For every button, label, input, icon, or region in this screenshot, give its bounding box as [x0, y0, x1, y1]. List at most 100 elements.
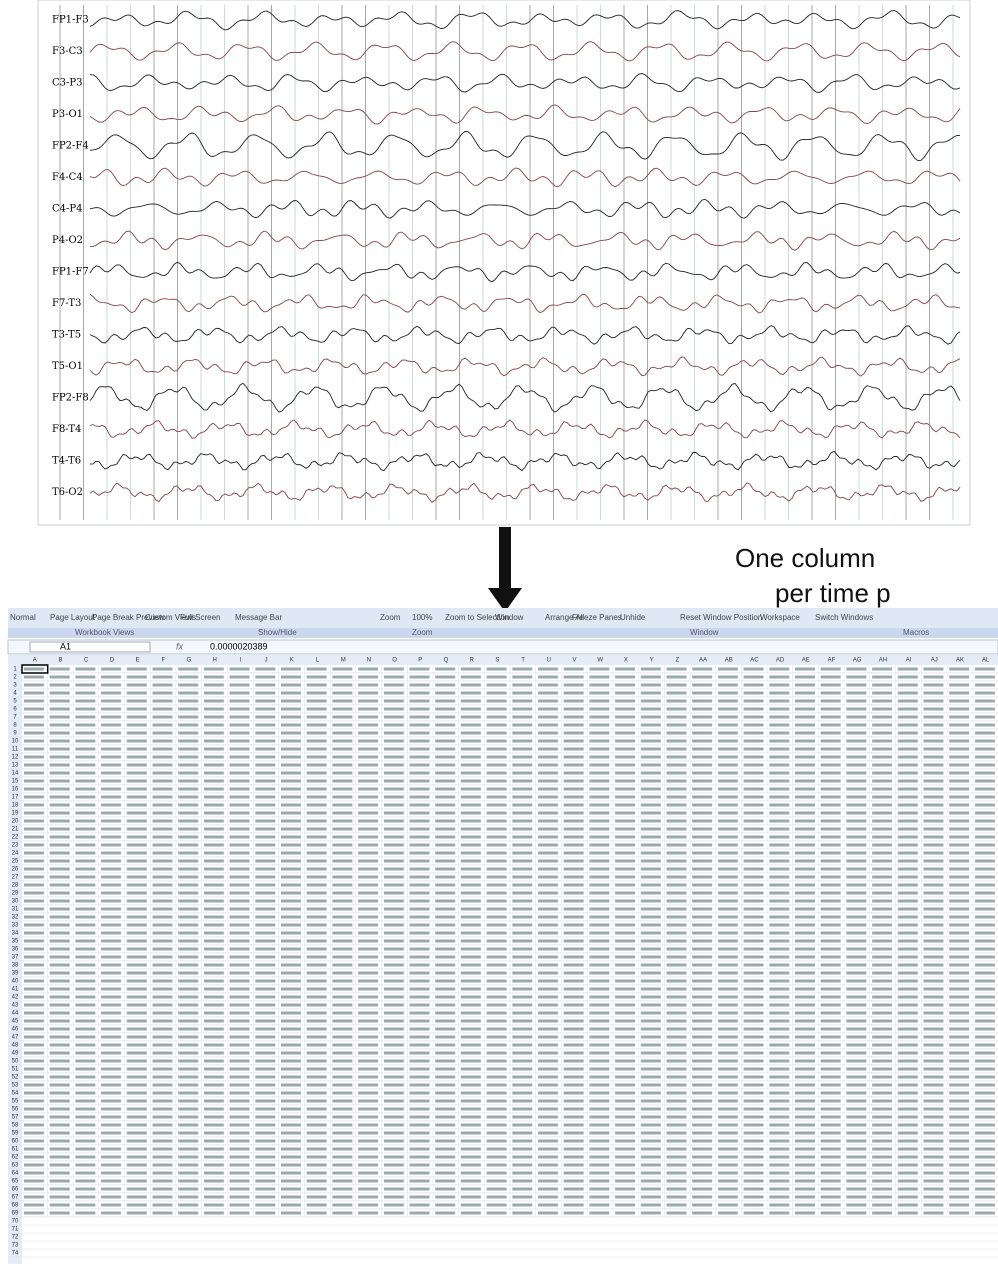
row-header: 68	[12, 1203, 19, 1209]
column-header: B	[58, 658, 62, 664]
row-header: 40	[12, 979, 19, 985]
row-header: 24	[12, 851, 19, 857]
row-header: 32	[12, 915, 19, 921]
row-header: 1	[13, 667, 17, 673]
eeg-trace	[89, 10, 961, 31]
column-header: C	[84, 658, 89, 664]
row-header: 48	[12, 1043, 19, 1049]
ribbon-button: Zoom	[380, 613, 401, 622]
ribbon-button: Message Bar	[235, 613, 282, 622]
column-header: AE	[802, 658, 810, 664]
column-header: P	[418, 658, 422, 664]
column-header: AJ	[931, 658, 938, 664]
channel-label: FP2-F4	[52, 141, 89, 152]
eeg-trace	[89, 41, 961, 62]
row-header: 73	[12, 1243, 19, 1249]
channel-label: F4-C4	[52, 172, 83, 183]
row-header: 15	[12, 779, 19, 785]
column-header: L	[316, 658, 320, 664]
row-header: 16	[12, 787, 19, 793]
ribbon-button: Page Break Preview	[92, 613, 165, 622]
row-header: 4	[13, 691, 17, 697]
row-header: 11	[12, 747, 19, 753]
column-header: A	[33, 658, 37, 664]
row-header: 26	[12, 867, 19, 873]
column-header: S	[495, 658, 499, 664]
channel-label: P3-O1	[52, 109, 83, 120]
channel-label: FP1-F7	[52, 267, 89, 278]
column-header: Y	[650, 658, 654, 664]
ribbon-button: Full Screen	[180, 613, 220, 622]
row-header: 41	[12, 987, 19, 993]
row-header: 3	[13, 683, 17, 689]
row-header: 31	[12, 907, 19, 913]
ribbon-groups	[8, 628, 998, 638]
row-header: 34	[12, 931, 19, 937]
ribbon-group: Workbook Views	[75, 628, 134, 637]
row-header: 57	[12, 1115, 19, 1121]
row-header: 65	[12, 1179, 19, 1185]
column-header: AL	[982, 658, 990, 664]
ribbon-button: Unhide	[620, 613, 646, 622]
ribbon-group: Show/Hide	[258, 628, 297, 637]
channel-label: F8-T4	[52, 424, 81, 435]
row-header: 50	[12, 1059, 19, 1065]
formula-bar	[7, 639, 998, 655]
column-header: AI	[906, 658, 912, 664]
eeg-trace	[89, 293, 961, 314]
ribbon-button: Switch Windows	[815, 613, 873, 622]
row-header: 37	[12, 955, 19, 961]
column-header: AA	[699, 658, 707, 664]
column-header: AH	[879, 658, 887, 664]
row-header: 46	[12, 1027, 19, 1033]
row-header: 42	[12, 995, 19, 1001]
eeg-traces: FP1-F3 F3-C3 C3-P3 P3-O1 FP2-F4 F4-C4 C4-P4 P4-…	[52, 5, 961, 520]
column-header: I	[240, 658, 242, 664]
ribbon-button: Normal	[10, 613, 36, 622]
row-header: 47	[12, 1035, 19, 1041]
channel-label: FP1-F3	[52, 15, 89, 26]
row-header: 61	[12, 1147, 19, 1153]
name-box-text: A1	[60, 641, 71, 651]
row-header: 14	[12, 771, 19, 777]
column-header: O	[392, 658, 397, 664]
row-header: 72	[12, 1235, 19, 1241]
row-header: 28	[12, 883, 19, 889]
row-header: 19	[12, 811, 19, 817]
eeg-trace	[89, 261, 961, 283]
column-header: K	[290, 658, 294, 664]
caption: per time p	[775, 578, 891, 608]
eeg-trace	[89, 482, 961, 503]
eeg-trace	[90, 230, 961, 251]
column-header: AG	[853, 658, 862, 664]
row-header-bar	[8, 665, 22, 1264]
eeg-trace	[89, 131, 961, 162]
column-header: R	[470, 658, 475, 664]
channel-label: C4-P4	[52, 204, 82, 215]
row-header: 62	[12, 1155, 19, 1161]
row-header: 49	[12, 1051, 19, 1057]
column-header: AF	[828, 658, 836, 664]
row-header: 12	[12, 755, 19, 761]
ribbon-button: Zoom to Selection	[445, 613, 509, 622]
row-header: 38	[12, 963, 19, 969]
column-header: H	[213, 658, 217, 664]
ribbon-button: Freeze Panes	[572, 613, 622, 622]
row-header: 13	[12, 763, 19, 769]
fx-icon: fx	[176, 641, 184, 651]
row-header: 45	[12, 1019, 19, 1025]
ribbon-button: Page Layout	[50, 613, 96, 622]
row-header: 39	[12, 971, 19, 977]
arrow-head	[488, 588, 522, 612]
channel-label: P4-O2	[52, 235, 83, 246]
column-header: M	[341, 658, 346, 664]
column-header: U	[547, 658, 551, 664]
column-header: Z	[675, 658, 679, 664]
ribbon-button: Workspace	[760, 613, 800, 622]
channel-label: FP2-F8	[52, 393, 89, 404]
row-header: 71	[12, 1227, 19, 1233]
channel-label: T5-O1	[52, 361, 83, 372]
channel-label: T3-T5	[52, 330, 81, 341]
